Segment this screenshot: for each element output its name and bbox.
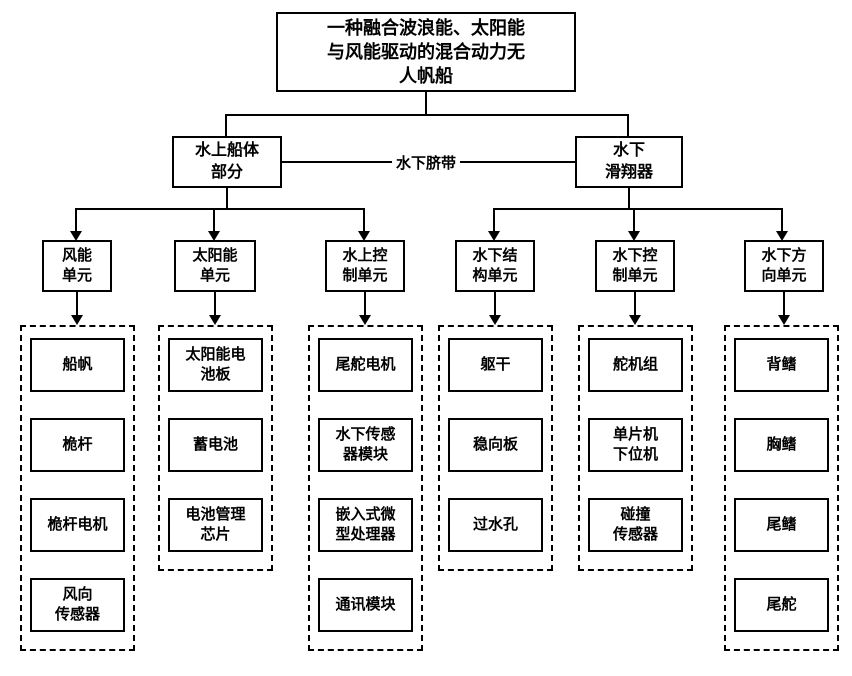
- category-node: 水下结构单元: [455, 240, 535, 292]
- item-text: 尾舵: [766, 595, 796, 615]
- connector: [781, 208, 783, 232]
- item-text: 船帆: [62, 355, 92, 375]
- arrow-icon: [359, 315, 371, 325]
- connector: [425, 92, 427, 114]
- item-text: 尾舵电机: [335, 355, 395, 375]
- item-node: 桅杆电机: [30, 498, 125, 552]
- connector: [634, 292, 636, 316]
- item-node: 尾鳍: [734, 498, 829, 552]
- arrow-icon: [629, 315, 641, 325]
- connector: [214, 292, 216, 316]
- category-node: 水下控制单元: [595, 240, 675, 292]
- category-node: 水下方向单元: [744, 240, 824, 292]
- item-text: 稳向板: [473, 435, 518, 455]
- item-node: 船帆: [30, 338, 125, 392]
- item-text: 太阳能电池板: [185, 345, 245, 386]
- item-text: 躯干: [480, 355, 510, 375]
- level2-left-node: 水上船体部分: [172, 136, 282, 188]
- item-text: 风向传感器: [55, 585, 100, 626]
- item-text: 电池管理芯片: [185, 505, 245, 546]
- connector: [225, 114, 629, 116]
- item-node: 单片机下位机: [588, 418, 683, 472]
- connector: [364, 292, 366, 316]
- item-node: 躯干: [448, 338, 543, 392]
- item-node: 嵌入式微型处理器: [318, 498, 413, 552]
- item-node: 蓄电池: [168, 418, 263, 472]
- arrow-icon: [209, 315, 221, 325]
- item-text: 碰撞传感器: [613, 505, 658, 546]
- arrow-icon: [71, 315, 83, 325]
- category-label: 水下结构单元: [472, 246, 517, 287]
- item-node: 背鳍: [734, 338, 829, 392]
- item-text: 通讯模块: [335, 595, 395, 615]
- item-text: 蓄电池: [193, 435, 238, 455]
- connector: [493, 208, 783, 210]
- connector: [363, 208, 365, 232]
- item-node: 电池管理芯片: [168, 498, 263, 552]
- category-label: 水下方向单元: [761, 246, 806, 287]
- root-node: 一种融合波浪能、太阳能与风能驱动的混合动力无人帆船: [276, 12, 576, 92]
- level2-left-text: 水上船体部分: [195, 140, 259, 183]
- category-label: 太阳能单元: [192, 246, 237, 287]
- category-label: 水上控制单元: [342, 246, 387, 287]
- connector: [213, 208, 215, 232]
- item-text: 桅杆电机: [47, 515, 107, 535]
- item-node: 桅杆: [30, 418, 125, 472]
- item-node: 水下传感器模块: [318, 418, 413, 472]
- item-text: 舵机组: [613, 355, 658, 375]
- connector: [76, 292, 78, 316]
- item-text: 背鳍: [766, 355, 796, 375]
- item-node: 舵机组: [588, 338, 683, 392]
- item-text: 嵌入式微型处理器: [335, 505, 395, 546]
- connector: [493, 208, 495, 232]
- connector: [75, 208, 77, 232]
- connector: [783, 292, 785, 316]
- connector-label: 水下脐带: [392, 152, 460, 173]
- item-text: 尾鳍: [766, 515, 796, 535]
- root-text: 一种融合波浪能、太阳能与风能驱动的混合动力无人帆船: [327, 16, 525, 89]
- connector: [633, 208, 635, 232]
- item-text: 水下传感器模块: [335, 425, 395, 466]
- item-text: 单片机下位机: [613, 425, 658, 466]
- item-text: 桅杆: [62, 435, 92, 455]
- connector: [75, 208, 365, 210]
- level2-right-text: 水下滑翔器: [605, 140, 653, 183]
- category-label: 水下控制单元: [612, 246, 657, 287]
- item-node: 胸鳍: [734, 418, 829, 472]
- category-node: 风能单元: [42, 240, 112, 292]
- item-node: 风向传感器: [30, 578, 125, 632]
- item-node: 尾舵: [734, 578, 829, 632]
- connector: [627, 114, 629, 136]
- item-node: 稳向板: [448, 418, 543, 472]
- connector: [628, 188, 630, 208]
- category-node: 水上控制单元: [325, 240, 405, 292]
- item-text: 胸鳍: [766, 435, 796, 455]
- item-node: 过水孔: [448, 498, 543, 552]
- item-node: 太阳能电池板: [168, 338, 263, 392]
- level2-right-node: 水下滑翔器: [575, 136, 683, 188]
- item-node: 碰撞传感器: [588, 498, 683, 552]
- item-node: 尾舵电机: [318, 338, 413, 392]
- arrow-icon: [778, 315, 790, 325]
- arrow-icon: [489, 315, 501, 325]
- item-text: 过水孔: [473, 515, 518, 535]
- connector: [226, 188, 228, 208]
- category-label: 风能单元: [62, 246, 92, 287]
- item-node: 通讯模块: [318, 578, 413, 632]
- connector: [494, 292, 496, 316]
- connector: [225, 114, 227, 136]
- category-node: 太阳能单元: [174, 240, 256, 292]
